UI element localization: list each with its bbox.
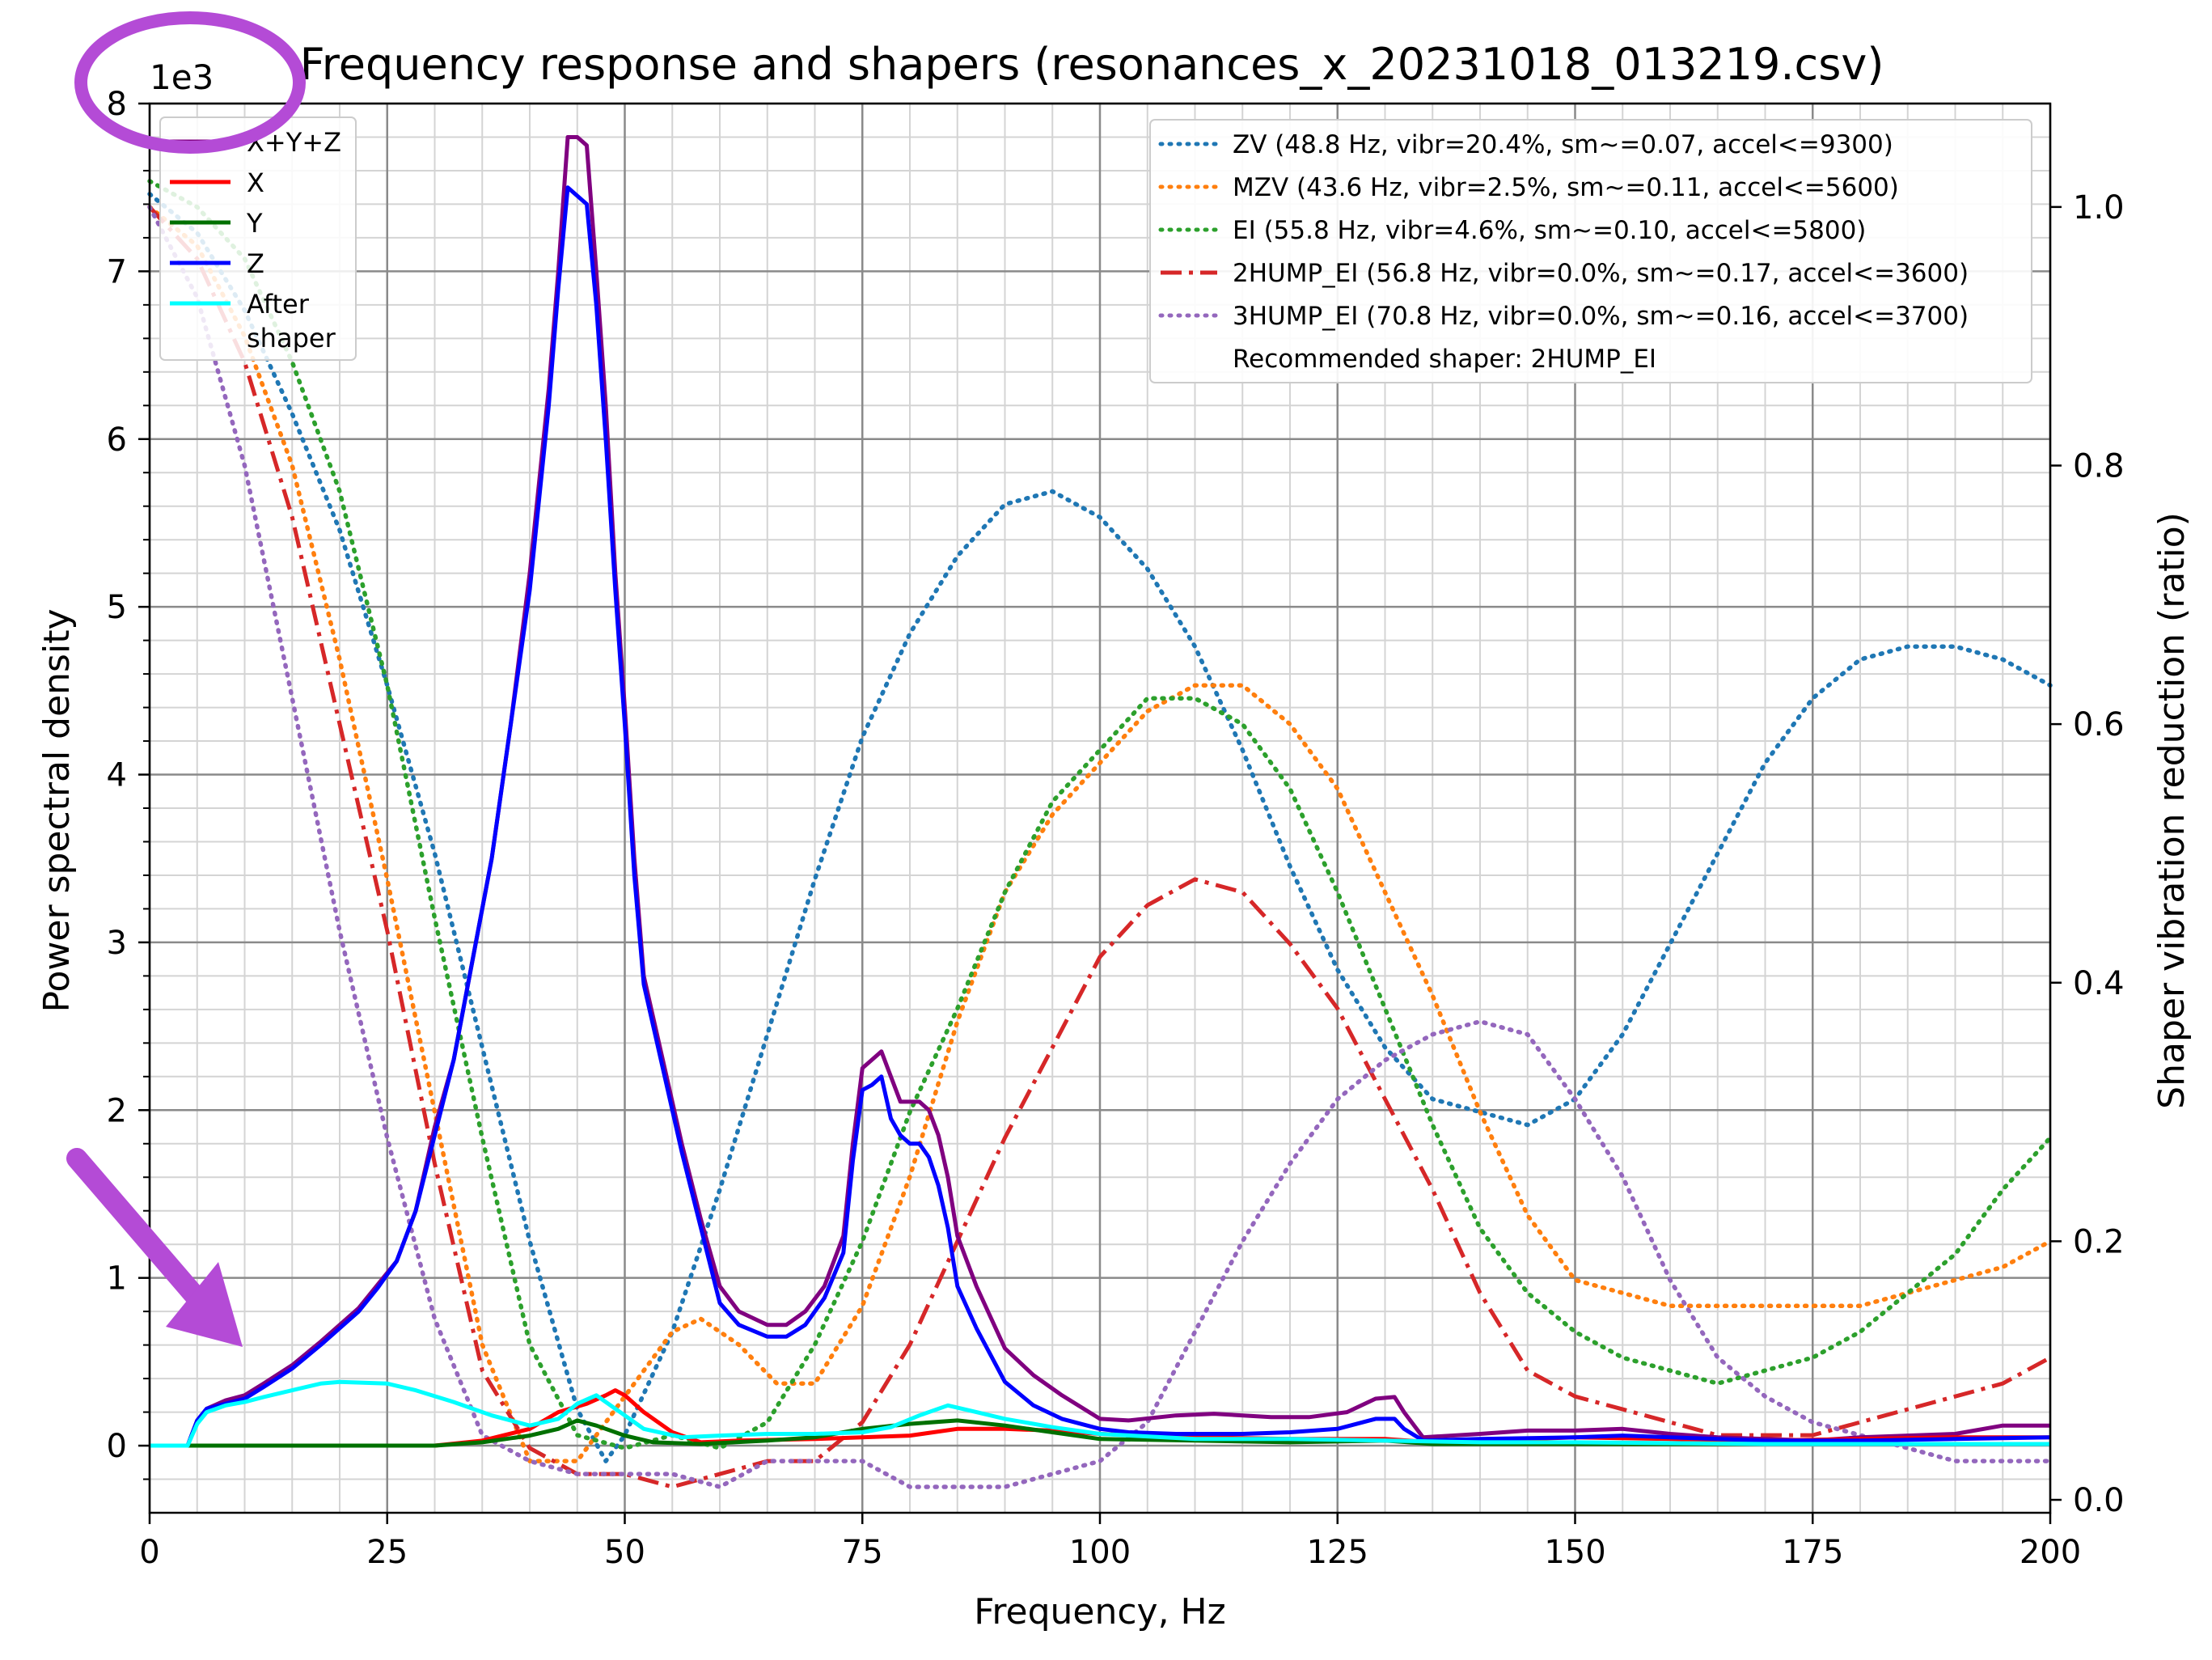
y2-axis-label: Shaper vibration reduction (ratio)	[2151, 512, 2193, 1109]
shaper-legend-label: EI (55.8 Hz, vibr=4.6%, sm~=0.10, accel<…	[1233, 216, 1866, 245]
y-tick-label: 0	[107, 1428, 127, 1465]
x-tick-label: 50	[604, 1534, 645, 1571]
y-tick-label: 6	[107, 421, 127, 459]
annotation-overlays	[66, 11, 306, 1347]
shaper-legend-label: 2HUMP_EI (56.8 Hz, vibr=0.0%, sm~=0.17, …	[1233, 259, 1969, 288]
pointer-arrow-head	[166, 1262, 243, 1347]
psd-legend-label: X	[247, 167, 264, 198]
psd-legend-label: shaper	[247, 323, 336, 354]
psd-curve	[150, 185, 2051, 1448]
shaper-legend-label: MZV (43.6 Hz, vibr=2.5%, sm~=0.11, accel…	[1233, 173, 1899, 202]
y-tick-label: 4	[107, 757, 127, 794]
y2-tick-label: 0.0	[2073, 1482, 2125, 1519]
shaper-curve	[147, 205, 2053, 1489]
recommended-shaper-label: Recommended shaper: 2HUMP_EI	[1233, 345, 1656, 374]
y-tick-label: 1	[107, 1260, 127, 1298]
y-tick-label: 5	[107, 589, 127, 626]
psd-curves	[150, 135, 2051, 1448]
shaper-legend-label: 3HUMP_EI (70.8 Hz, vibr=0.0%, sm~=0.16, …	[1233, 302, 1969, 331]
shaper-legend-frame	[1149, 119, 2032, 383]
y-axis-label: Power spectral density	[36, 609, 78, 1013]
x-axis-ticks: 0 25 50 75 100 125 150 175 200	[139, 1513, 2081, 1571]
psd-legend-label: Y	[246, 208, 263, 239]
highlight-circle	[74, 11, 306, 154]
shaper-curves	[147, 179, 2053, 1489]
y-tick-label: 7	[107, 253, 127, 290]
shaper-curve	[147, 179, 2053, 1450]
y-axis-ticks: 0 1 2 3 4 5 6 7 8	[107, 86, 150, 1480]
x-tick-label: 75	[842, 1534, 883, 1571]
psd-curve	[150, 1379, 2050, 1448]
x-tick-label: 0	[139, 1534, 159, 1571]
shaper-legend-label: ZV (48.8 Hz, vibr=20.4%, sm~=0.07, accel…	[1233, 130, 1893, 159]
x-tick-label: 100	[1069, 1534, 1131, 1571]
y-tick-label: 3	[107, 925, 127, 962]
psd-legend-label: Z	[247, 248, 264, 279]
y2-tick-label: 1.0	[2073, 189, 2125, 227]
y2-axis-ticks: 0.0 0.2 0.4 0.6 0.8 1.0	[2050, 189, 2125, 1519]
y-axis-offset-label: 1e3	[150, 57, 214, 97]
y-tick-label: 8	[107, 86, 127, 123]
shaper-curve	[148, 205, 2052, 1489]
y-tick-label: 2	[107, 1092, 127, 1129]
shaper-legend: ZV (48.8 Hz, vibr=20.4%, sm~=0.07, accel…	[1149, 119, 2032, 383]
x-tick-label: 150	[1544, 1534, 1605, 1571]
shaper-curve	[147, 205, 2053, 1463]
y2-tick-label: 0.4	[2073, 965, 2125, 1002]
psd-legend-frame	[159, 116, 357, 361]
x-tick-label: 125	[1307, 1534, 1368, 1571]
y2-tick-label: 0.2	[2073, 1223, 2125, 1260]
x-tick-label: 200	[2020, 1534, 2081, 1571]
psd-legend-label: After	[247, 289, 310, 320]
x-tick-label: 25	[366, 1534, 408, 1571]
chart-title: Frequency response and shapers (resonanc…	[300, 39, 1884, 90]
x-tick-label: 175	[1782, 1534, 1843, 1571]
pointer-arrow-shaft	[66, 1148, 217, 1319]
x-axis-label: Frequency, Hz	[974, 1591, 1225, 1632]
shaper-curve	[147, 192, 2053, 1463]
y2-tick-label: 0.6	[2073, 706, 2125, 743]
y2-tick-label: 0.8	[2073, 447, 2125, 485]
